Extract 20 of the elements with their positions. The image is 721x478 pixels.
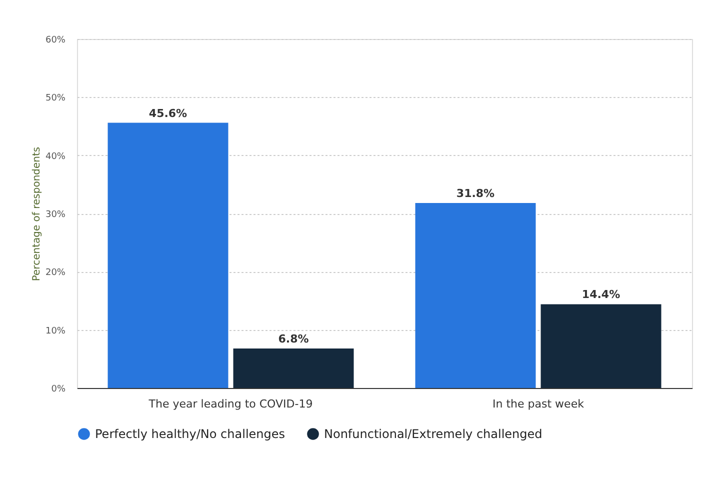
y-axis-title: Percentage of respondents <box>31 146 42 282</box>
data-label: 45.6% <box>148 106 188 120</box>
legend-label: Perfectly healthy/No challenges <box>95 427 286 441</box>
y-tick-label: 0% <box>51 384 66 394</box>
legend-label: Nonfunctional/Extremely challenged <box>324 427 542 441</box>
x-tick-label: The year leading to COVID-19 <box>148 398 313 410</box>
y-tick-label: 60% <box>45 36 66 46</box>
x-tick-label: In the past week <box>492 398 585 410</box>
bar <box>233 348 354 388</box>
y-tick-label: 30% <box>45 210 66 220</box>
y-tick-label: 40% <box>45 152 66 162</box>
data-label: 6.8% <box>278 332 309 346</box>
data-label: 31.8% <box>456 187 495 200</box>
bar <box>540 304 662 388</box>
y-tick-label: 20% <box>45 268 66 278</box>
bar <box>415 203 536 388</box>
y-tick-label: 50% <box>45 94 66 104</box>
y-tick-label: 10% <box>45 326 66 336</box>
bar <box>108 122 228 388</box>
data-label: 14.4% <box>582 288 620 302</box>
